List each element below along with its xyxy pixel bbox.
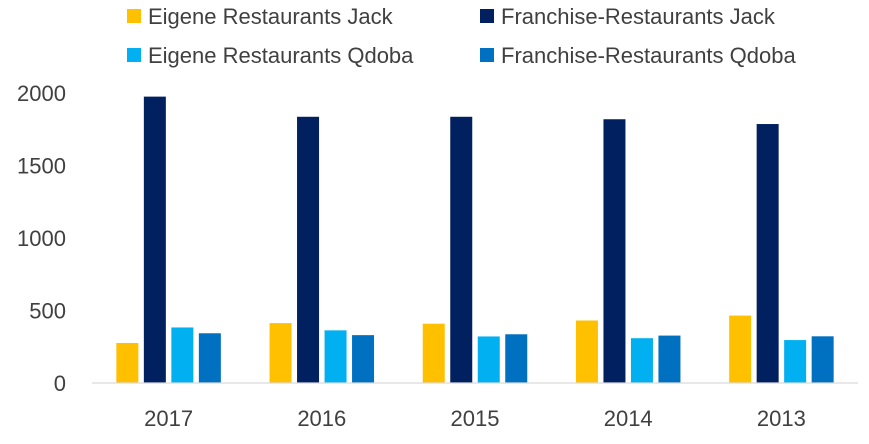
bar [269, 323, 292, 383]
bar [116, 342, 139, 383]
bar [297, 116, 320, 383]
x-tick-label: 2013 [757, 406, 806, 431]
x-tick-label: 2015 [451, 406, 500, 431]
bar [784, 340, 807, 383]
y-axis: 0 500 1000 1500 2000 [17, 81, 66, 396]
legend-swatch [127, 48, 141, 62]
legend: Eigene Restaurants Jack Franchise-Restaur… [127, 4, 796, 68]
legend-swatch [480, 48, 494, 62]
y-tick-label: 1500 [17, 154, 66, 179]
y-tick-label: 2000 [17, 81, 66, 106]
bar [505, 334, 528, 383]
legend-entry: Franchise-Restaurants Qdoba [480, 43, 796, 68]
bar [575, 320, 598, 383]
bar [324, 330, 347, 383]
y-tick-label: 500 [29, 299, 66, 324]
legend-swatch [127, 9, 141, 23]
legend-label: Eigene Restaurants Jack [148, 4, 394, 29]
bar [352, 335, 375, 383]
y-tick-label: 0 [54, 371, 66, 396]
bar [658, 335, 681, 383]
x-tick-label: 2017 [144, 406, 193, 431]
x-tick-label: 2014 [604, 406, 653, 431]
bar [477, 336, 500, 383]
legend-label: Franchise-Restaurants Jack [501, 4, 776, 29]
y-tick-label: 1000 [17, 226, 66, 251]
bar [422, 323, 445, 383]
bar [171, 327, 194, 383]
bars [116, 96, 834, 384]
legend-entry: Eigene Restaurants Jack [127, 4, 394, 29]
bar [450, 116, 473, 383]
bar [198, 333, 221, 383]
legend-label: Eigene Restaurants Qdoba [148, 43, 414, 68]
legend-label: Franchise-Restaurants Qdoba [501, 43, 796, 68]
legend-swatch [480, 9, 494, 23]
x-tick-label: 2016 [297, 406, 346, 431]
bar [811, 336, 834, 383]
bar [603, 119, 626, 384]
bar [630, 338, 653, 383]
bar [729, 315, 752, 383]
legend-entry: Eigene Restaurants Qdoba [127, 43, 414, 68]
bar [143, 96, 166, 383]
x-axis: 2017 2016 2015 2014 2013 [92, 382, 858, 431]
legend-entry: Franchise-Restaurants Jack [480, 4, 776, 29]
bar [756, 124, 779, 383]
